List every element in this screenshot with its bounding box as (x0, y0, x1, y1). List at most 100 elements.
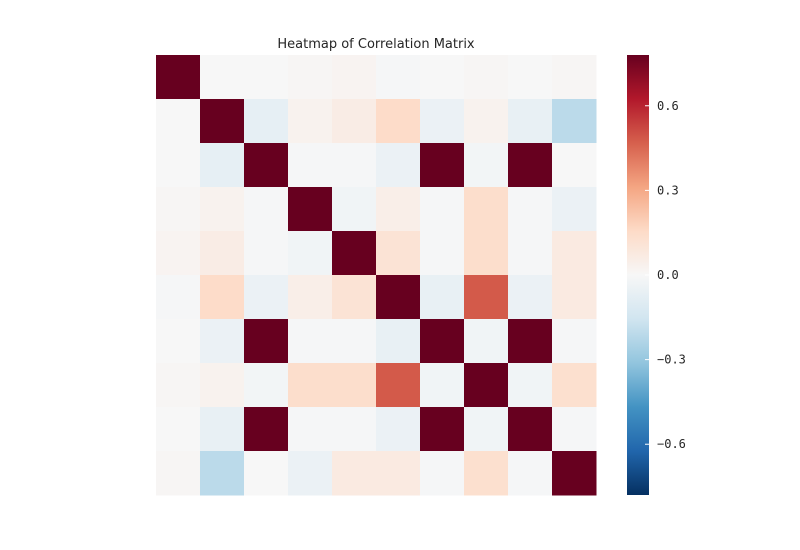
heatmap-cell-r9-c7 (464, 451, 509, 496)
heatmap-cell-r0-c9 (552, 55, 597, 100)
heatmap-cell-r0-c4 (332, 55, 377, 100)
heatmap-cell-r0-c6 (420, 55, 465, 100)
heatmap-cell-r9-c8 (508, 451, 553, 496)
colorbar-tick-label: −0.6 (657, 437, 686, 451)
heatmap-cell-r4-c0 (156, 231, 201, 276)
heatmap-cell-r1-c0 (156, 99, 201, 144)
heatmap-cell-r7-c8 (508, 363, 553, 408)
heatmap-cell-r3-c3 (288, 187, 333, 232)
heatmap-cell-r9-c9 (552, 451, 597, 496)
heatmap-cell-r2-c4 (332, 143, 377, 188)
heatmap-cell-r3-c5 (376, 187, 421, 232)
heatmap-cell-r2-c3 (288, 143, 333, 188)
heatmap-cell-r7-c0 (156, 363, 201, 408)
heatmap-cell-r3-c4 (332, 187, 377, 232)
colorbar-tick-label: 0.3 (657, 183, 679, 197)
heatmap-cell-r6-c4 (332, 319, 377, 364)
heatmap-cell-r9-c5 (376, 451, 421, 496)
heatmap-cell-r9-c2 (244, 451, 289, 496)
heatmap-cell-r6-c5 (376, 319, 421, 364)
heatmap-cell-r0-c3 (288, 55, 333, 100)
heatmap-cell-r7-c1 (200, 363, 245, 408)
heatmap-cell-r3-c2 (244, 187, 289, 232)
heatmap-cell-r9-c1 (200, 451, 245, 496)
heatmap-cell-r4-c9 (552, 231, 597, 276)
heatmap-cell-r8-c8 (508, 407, 553, 452)
heatmap-cell-r5-c3 (288, 275, 333, 320)
heatmap-cell-r5-c4 (332, 275, 377, 320)
heatmap-cell-r6-c3 (288, 319, 333, 364)
heatmap-cell-r4-c4 (332, 231, 377, 276)
heatmap-cell-r8-c5 (376, 407, 421, 452)
heatmap-cell-r4-c1 (200, 231, 245, 276)
heatmap-cell-r1-c2 (244, 99, 289, 144)
heatmap-cell-r1-c7 (464, 99, 509, 144)
colorbar-ticks: −0.6 −0.3 0.0 0.3 0.6 (645, 99, 686, 451)
heatmap-cell-r7-c2 (244, 363, 289, 408)
heatmap-cell-r8-c1 (200, 407, 245, 452)
heatmap-cell-r7-c3 (288, 363, 333, 408)
heatmap-cell-r3-c0 (156, 187, 201, 232)
heatmap-cell-r5-c1 (200, 275, 245, 320)
heatmap-cells (156, 55, 597, 496)
heatmap-cell-r9-c4 (332, 451, 377, 496)
heatmap-cell-r3-c6 (420, 187, 465, 232)
heatmap-cell-r4-c7 (464, 231, 509, 276)
heatmap-cell-r1-c8 (508, 99, 553, 144)
heatmap-cell-r3-c7 (464, 187, 509, 232)
heatmap-cell-r6-c6 (420, 319, 465, 364)
heatmap-cell-r7-c5 (376, 363, 421, 408)
heatmap-cell-r6-c8 (508, 319, 553, 364)
heatmap-cell-r2-c0 (156, 143, 201, 188)
heatmap-cell-r8-c2 (244, 407, 289, 452)
heatmap-cell-r5-c5 (376, 275, 421, 320)
colorbar-tick-label: 0.0 (657, 268, 679, 282)
heatmap-cell-r5-c8 (508, 275, 553, 320)
heatmap-cell-r2-c8 (508, 143, 553, 188)
heatmap-cell-r1-c1 (200, 99, 245, 144)
colorbar-tick-label: −0.3 (657, 353, 686, 367)
heatmap-cell-r7-c9 (552, 363, 597, 408)
heatmap-cell-r2-c5 (376, 143, 421, 188)
heatmap-cell-r7-c4 (332, 363, 377, 408)
heatmap-cell-r1-c9 (552, 99, 597, 144)
heatmap-cell-r0-c0 (156, 55, 201, 100)
heatmap-cell-r1-c5 (376, 99, 421, 144)
heatmap-cell-r5-c6 (420, 275, 465, 320)
colorbar-tick-label: 0.6 (657, 99, 679, 113)
heatmap-cell-r6-c9 (552, 319, 597, 364)
heatmap-cell-r1-c4 (332, 99, 377, 144)
heatmap-cell-r6-c2 (244, 319, 289, 364)
heatmap-cell-r8-c7 (464, 407, 509, 452)
heatmap-cell-r7-c7 (464, 363, 509, 408)
heatmap-cell-r4-c3 (288, 231, 333, 276)
heatmap-cell-r8-c0 (156, 407, 201, 452)
heatmap-cell-r4-c8 (508, 231, 553, 276)
heatmap-cell-r8-c6 (420, 407, 465, 452)
colorbar (627, 55, 649, 495)
heatmap-cell-r5-c0 (156, 275, 201, 320)
heatmap-cell-r1-c3 (288, 99, 333, 144)
heatmap-cell-r4-c5 (376, 231, 421, 276)
heatmap-cell-r7-c6 (420, 363, 465, 408)
heatmap-cell-r6-c1 (200, 319, 245, 364)
chart-title: Heatmap of Correlation Matrix (277, 37, 475, 52)
heatmap-cell-r4-c6 (420, 231, 465, 276)
heatmap-cell-r2-c9 (552, 143, 597, 188)
heatmap-cell-r3-c9 (552, 187, 597, 232)
heatmap-cell-r5-c7 (464, 275, 509, 320)
heatmap-cell-r3-c1 (200, 187, 245, 232)
heatmap-cell-r0-c8 (508, 55, 553, 100)
heatmap-cell-r5-c2 (244, 275, 289, 320)
heatmap-cell-r6-c7 (464, 319, 509, 364)
heatmap-cell-r8-c9 (552, 407, 597, 452)
heatmap-cell-r3-c8 (508, 187, 553, 232)
heatmap-cell-r8-c4 (332, 407, 377, 452)
heatmap-cell-r5-c9 (552, 275, 597, 320)
heatmap-cell-r2-c1 (200, 143, 245, 188)
heatmap-cell-r0-c5 (376, 55, 421, 100)
heatmap-cell-r0-c7 (464, 55, 509, 100)
heatmap-cell-r2-c7 (464, 143, 509, 188)
heatmap-cell-r1-c6 (420, 99, 465, 144)
